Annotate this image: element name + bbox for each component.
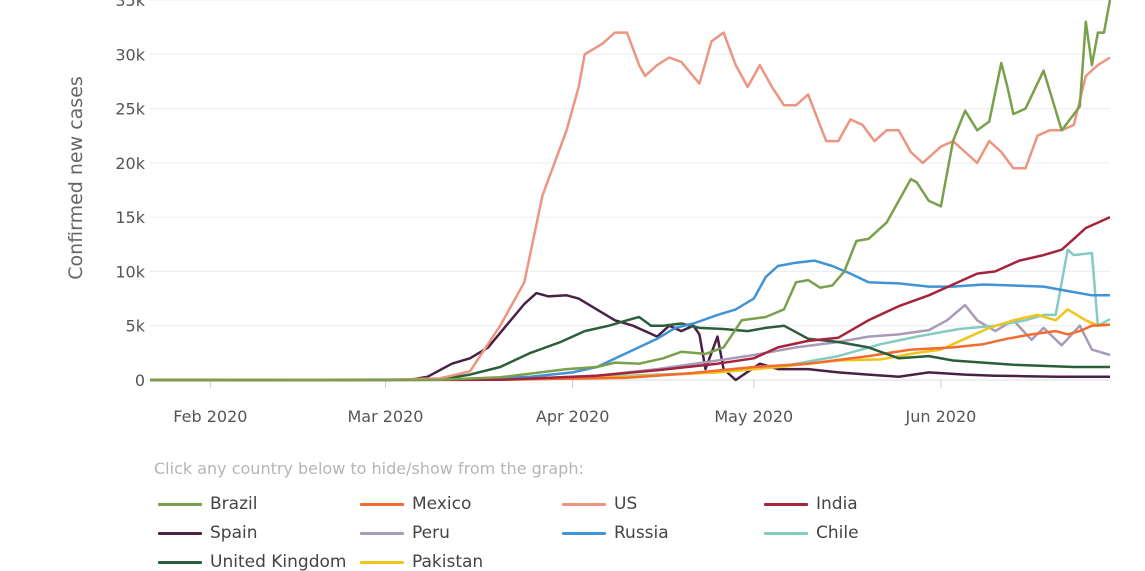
y-tick-label: 20k (115, 154, 145, 173)
series-lines (149, 0, 1112, 382)
legend-swatch (158, 560, 202, 564)
legend-item-spain[interactable]: Spain (158, 521, 258, 545)
legend-label: Pakistan (412, 552, 484, 571)
legend: Brazil Mexico US India Spain Peru Russia Chile U… (158, 492, 978, 571)
y-tick-label: 30k (115, 45, 145, 64)
series-line-peru (149, 303, 1111, 382)
legend-item-mexico[interactable]: Mexico (360, 492, 471, 516)
legend-swatch (158, 531, 202, 535)
line-chart: 0 5k 10k 15k 20k 25k 30k 35k Feb 2020 Mar 2020 Ap… (65, 0, 1112, 426)
y-tick-label: 35k (115, 0, 145, 10)
legend-label: Peru (412, 523, 450, 543)
legend-item-us[interactable]: US (562, 492, 637, 516)
legend-label: Spain (210, 523, 258, 543)
y-axis-title: Confirmed new cases (65, 76, 87, 280)
series-line-brazil (150, 0, 1112, 382)
series-line-united-kingdom (149, 315, 1110, 382)
x-tick-label: Mar 2020 (347, 407, 423, 426)
legend-label: Russia (614, 523, 669, 543)
legend-label: Brazil (210, 494, 258, 514)
series-line-india (149, 215, 1111, 382)
y-tick-label: 5k (126, 317, 146, 336)
y-tick-label: 10k (115, 262, 145, 281)
gridlines (150, 0, 1110, 381)
legend-item-india[interactable]: India (764, 492, 858, 516)
legend-swatch (360, 502, 404, 506)
series-line-mexico (149, 323, 1111, 382)
legend-item-peru[interactable]: Peru (360, 521, 450, 545)
legend-swatch (562, 531, 606, 535)
legend-hint: Click any country below to hide/show fro… (154, 459, 584, 478)
legend-swatch (764, 502, 808, 506)
legend-swatch (360, 531, 404, 535)
legend-item-united-kingdom[interactable]: United Kingdom (158, 550, 346, 571)
legend-label: Chile (816, 523, 859, 543)
y-tick-label: 25k (115, 100, 145, 119)
legend-swatch (562, 502, 606, 506)
x-tick-label: May 2020 (714, 407, 793, 426)
series-line-us (149, 31, 1111, 382)
x-tick-labels: Feb 2020 Mar 2020 Apr 2020 May 2020 Jun 2020 (173, 380, 976, 426)
x-tick-label: Jun 2020 (905, 407, 977, 426)
legend-label: Mexico (412, 494, 472, 514)
legend-item-brazil[interactable]: Brazil (158, 492, 257, 516)
series-line-spain (149, 291, 1110, 382)
y-tick-label: 15k (115, 208, 145, 227)
y-tick-labels: 0 5k 10k 15k 20k 25k 30k 35k (115, 0, 145, 390)
legend-item-chile[interactable]: Chile (764, 521, 859, 545)
legend-item-pakistan[interactable]: Pakistan (360, 550, 483, 571)
legend-swatch (764, 531, 808, 535)
x-tick-label: Feb 2020 (173, 407, 247, 426)
x-tick-label: Apr 2020 (536, 407, 609, 426)
series-line-russia (149, 259, 1110, 382)
legend-item-russia[interactable]: Russia (562, 521, 669, 545)
legend-label: US (614, 494, 638, 514)
legend-label: United Kingdom (210, 552, 347, 571)
legend-label: India (816, 494, 858, 514)
legend-swatch (158, 502, 202, 506)
y-tick-label: 0 (135, 371, 145, 390)
legend-swatch (360, 560, 404, 564)
